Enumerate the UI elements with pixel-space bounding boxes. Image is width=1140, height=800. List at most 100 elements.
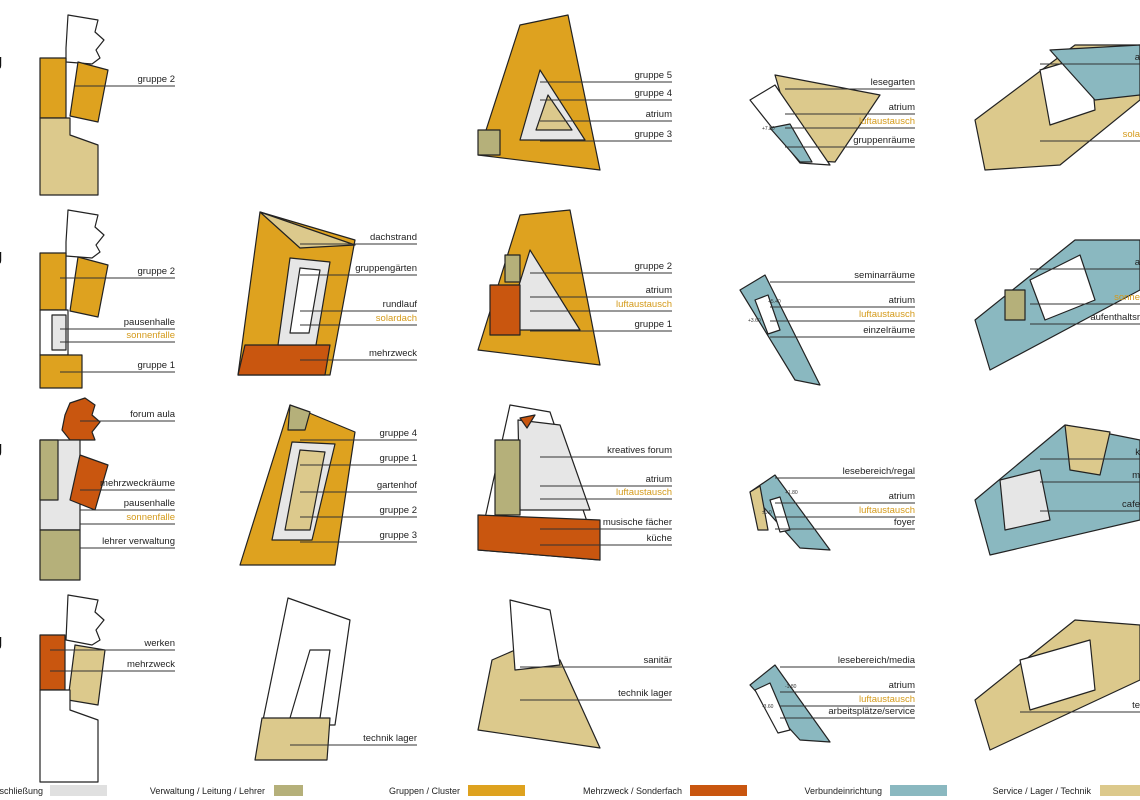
plan-label: k	[1135, 447, 1140, 458]
plan-shape	[39, 57, 67, 119]
plan-label: lesebereich/media	[838, 655, 916, 666]
plan-label: technik lager	[363, 733, 417, 744]
plan-shape	[1004, 289, 1026, 321]
plan-shape	[254, 717, 331, 761]
plan-label: sonnenfalle	[126, 512, 175, 523]
plan-label: technik lager	[618, 688, 672, 699]
plan-label: sonnenfalle	[126, 330, 175, 341]
plan-label: pausenhalle	[124, 317, 175, 328]
plan-label: atrium	[646, 474, 672, 485]
plan-label: atrium	[889, 295, 915, 306]
row-label: g	[0, 631, 2, 650]
plan-label: lesebereich/regal	[843, 466, 915, 477]
plan-label: gruppe 1	[137, 360, 175, 371]
plan-shape	[754, 682, 791, 734]
plan-shape	[51, 314, 67, 351]
plan-label: atrium	[889, 102, 915, 113]
level-mark: +7.20	[762, 126, 775, 132]
plan-label: gruppenräume	[853, 135, 915, 146]
plan-shape	[477, 129, 501, 156]
plan-label: gruppengärten	[355, 263, 417, 274]
plan-label: cafe	[1122, 499, 1140, 510]
plan-label: m	[1132, 470, 1140, 481]
plan-label: rundlauf	[383, 299, 418, 310]
plan-label: dachstrand	[370, 232, 417, 243]
row-label: g	[0, 438, 2, 457]
plan-label: mehrzweck	[369, 348, 417, 359]
plan-label: gruppe 1	[634, 319, 672, 330]
plan-label: gruppe 2	[379, 505, 417, 516]
legend-swatch	[690, 785, 747, 796]
plan-label: gruppe 5	[634, 70, 672, 81]
plan-label: pausenhalle	[124, 498, 175, 509]
plan-shape	[1064, 424, 1111, 476]
legend-swatch	[1100, 785, 1140, 796]
plan-shape	[65, 209, 105, 259]
plan-shape	[39, 117, 99, 196]
plan-shape	[67, 644, 106, 706]
legend-label: Verwaltung / Leitung / Lehrer	[150, 786, 265, 796]
plan-label: luftaustausch	[859, 309, 915, 320]
plan-label: einzelräume	[863, 325, 915, 336]
plan-label: luftaustausch	[859, 505, 915, 516]
plan-label: a	[1135, 52, 1140, 63]
plan-shape	[489, 284, 521, 336]
plan-label: gartenhof	[377, 480, 418, 491]
plan-shape	[39, 439, 59, 501]
plan-label: sonne	[1114, 292, 1140, 303]
plan-shape	[504, 254, 521, 283]
plan-label: luftaustausch	[616, 487, 672, 498]
legend-label: rschließung	[0, 786, 43, 796]
plan-label: luftaustausch	[859, 694, 915, 705]
plan-label: te	[1132, 700, 1140, 711]
plan-shape	[999, 469, 1051, 531]
legend-swatch	[890, 785, 947, 796]
plan-shape	[754, 294, 781, 335]
plan-label: sanitär	[643, 655, 672, 666]
level-mark: +1.80	[785, 490, 798, 496]
plan-shape	[287, 404, 311, 431]
level-mark: +3.60	[748, 318, 761, 324]
plan-label: atrium	[646, 285, 672, 296]
plan-label: sola	[1123, 129, 1140, 140]
plan-shape	[69, 61, 109, 123]
legend-label: Gruppen / Cluster	[389, 786, 460, 796]
plan-shape	[39, 634, 66, 691]
plan-label: forum aula	[130, 409, 176, 420]
plan-label: lesegarten	[871, 77, 915, 88]
level-mark: -3.60	[762, 704, 774, 710]
legend-swatch	[468, 785, 525, 796]
plan-shape	[477, 514, 601, 561]
plan-label: lehrer verwaltung	[102, 536, 175, 547]
plan-shape	[39, 252, 67, 311]
plan-label: seminarräume	[854, 270, 915, 281]
plan-shape	[289, 267, 321, 334]
plan-label: aufenthaltsr	[1090, 312, 1140, 323]
plan-label: gruppe 2	[634, 261, 672, 272]
plan-label: atrium	[646, 109, 672, 120]
plan-label: atrium	[889, 680, 915, 691]
plan-shape	[65, 594, 105, 646]
plan-shape	[749, 485, 769, 531]
legend-swatch	[50, 785, 107, 796]
plan-label: gruppe 3	[379, 530, 417, 541]
plan-shape	[1019, 639, 1096, 711]
plan-shape	[769, 123, 813, 163]
plan-shape	[69, 256, 109, 318]
plan-shape	[509, 599, 561, 671]
plan-label: gruppe 3	[634, 129, 672, 140]
plan-label: luftaustausch	[616, 299, 672, 310]
plan-shape	[259, 211, 356, 249]
plan-shape	[974, 424, 1140, 556]
level-mark: -1.80	[785, 684, 797, 690]
plan-label: solardach	[376, 313, 417, 324]
plan-label: gruppe 4	[634, 88, 672, 99]
plan-label: mehrzweck	[127, 659, 175, 670]
plan-label: gruppe 1	[379, 453, 417, 464]
plan-shape	[284, 449, 326, 531]
legend-swatch	[274, 785, 303, 796]
plan-label: küche	[647, 533, 672, 544]
plan-shape	[61, 397, 101, 441]
plan-label: kreatives forum	[607, 445, 672, 456]
plan-label: luftaustausch	[859, 116, 915, 127]
